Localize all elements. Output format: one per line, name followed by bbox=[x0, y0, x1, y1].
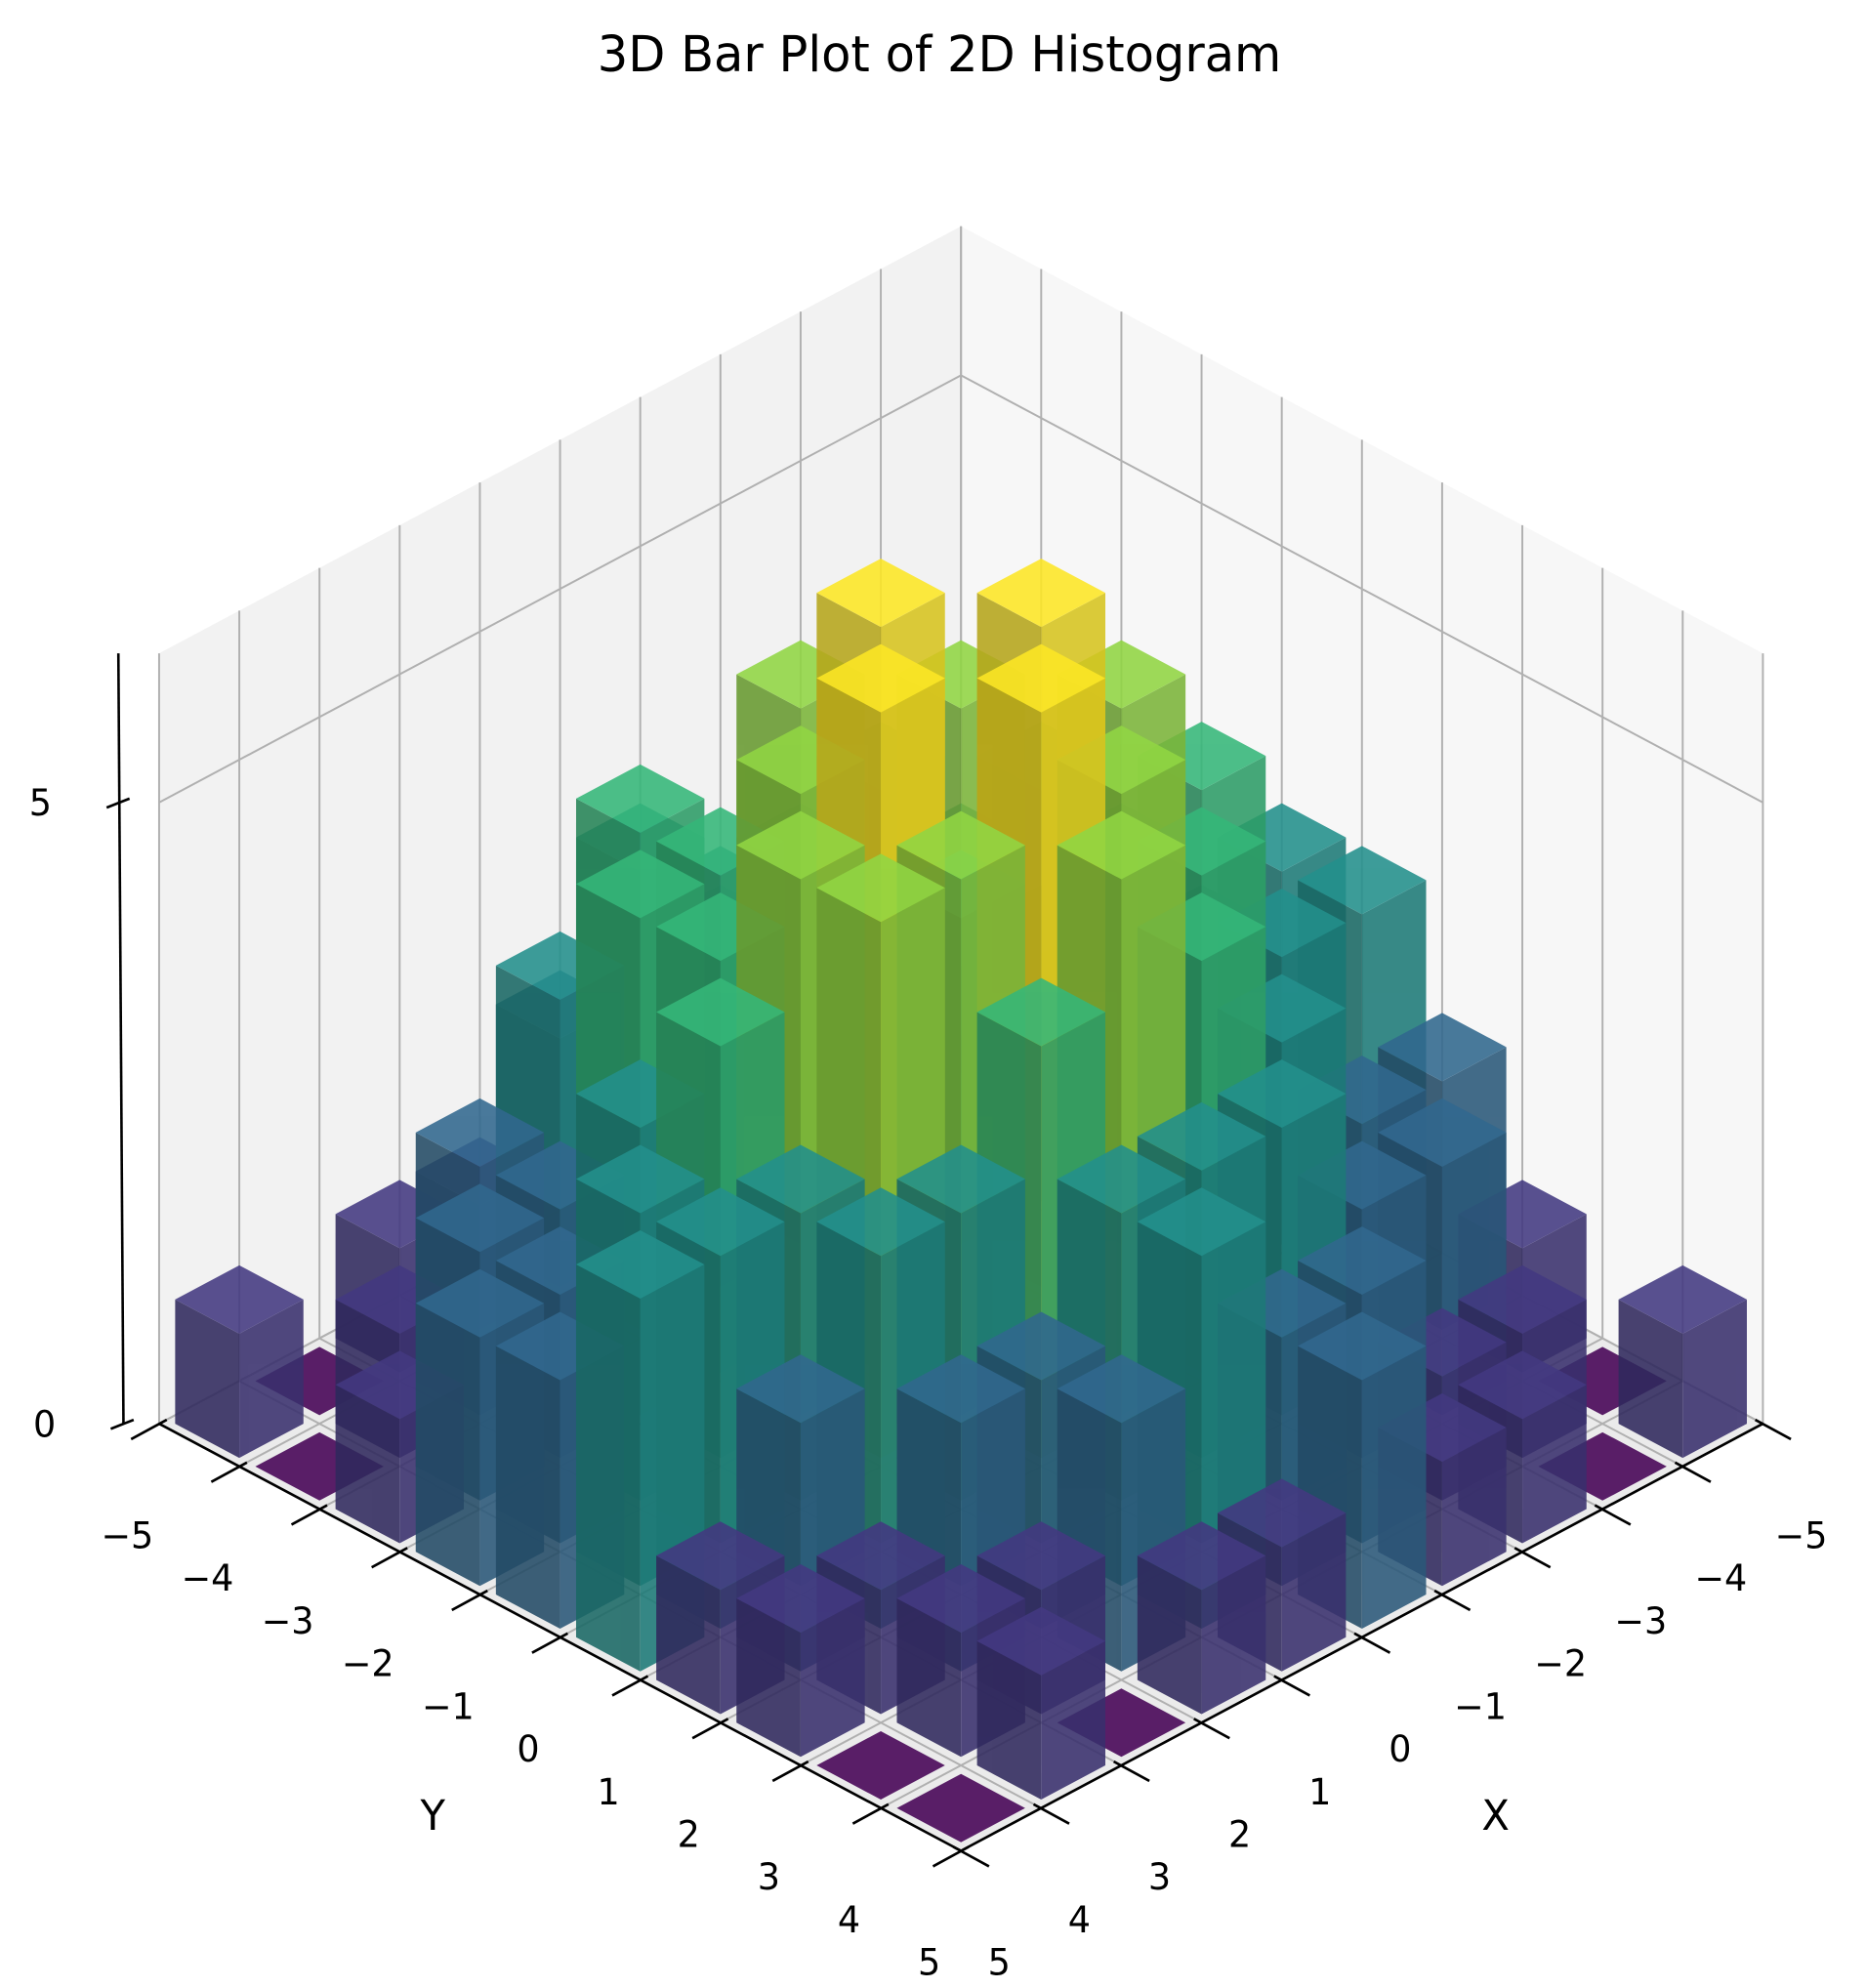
z-axis-line bbox=[116, 653, 125, 1425]
bar-top bbox=[816, 643, 945, 713]
y-tick-label: −1 bbox=[422, 1685, 475, 1727]
bar-face bbox=[736, 1598, 801, 1758]
y-tick bbox=[290, 1504, 328, 1526]
bar-top bbox=[656, 977, 785, 1047]
bar bbox=[175, 1264, 304, 1459]
y-tick-label: 3 bbox=[758, 1856, 780, 1898]
x-tick-label: 3 bbox=[1148, 1856, 1171, 1898]
bar-face bbox=[1201, 1555, 1266, 1715]
chart-title: 3D Bar Plot of 2D Histogram bbox=[598, 26, 1282, 83]
bar-face bbox=[896, 1598, 962, 1758]
bar-face bbox=[175, 1299, 240, 1459]
y-tick bbox=[771, 1760, 809, 1783]
z-tick-label: 0 bbox=[33, 1403, 56, 1445]
y-tick bbox=[451, 1589, 488, 1612]
x-tick bbox=[1193, 1718, 1230, 1740]
x-tick bbox=[1754, 1418, 1792, 1441]
y-tick-label: 0 bbox=[517, 1728, 539, 1770]
x-tick bbox=[1273, 1675, 1310, 1697]
grid-line bbox=[960, 374, 1763, 804]
bar-top bbox=[575, 764, 705, 833]
x-axis-label: X bbox=[1481, 1792, 1510, 1840]
bar-top bbox=[976, 559, 1106, 628]
bar-face bbox=[575, 1264, 641, 1672]
y-tick bbox=[130, 1418, 168, 1441]
bars bbox=[175, 559, 1747, 1843]
x-tick-label: −3 bbox=[1614, 1600, 1667, 1642]
x-tick bbox=[952, 1845, 990, 1868]
bar-face bbox=[335, 1385, 400, 1544]
bar bbox=[976, 1606, 1106, 1801]
bar-top bbox=[816, 853, 945, 923]
y-tick bbox=[932, 1845, 970, 1868]
bar-top bbox=[976, 643, 1106, 713]
bar-face bbox=[239, 1299, 304, 1459]
x-tick-label: 5 bbox=[988, 1941, 1011, 1983]
y-tick-label: −5 bbox=[101, 1514, 153, 1556]
x-tick-label: −5 bbox=[1775, 1514, 1828, 1556]
z-tick-label: 5 bbox=[29, 782, 52, 824]
x-tick bbox=[1433, 1589, 1472, 1612]
bar-face bbox=[1281, 1512, 1347, 1672]
x-tick bbox=[1032, 1802, 1070, 1825]
y-tick-label: 5 bbox=[918, 1941, 940, 1983]
x-tick-label: −4 bbox=[1694, 1557, 1747, 1599]
x-tick-label: 4 bbox=[1068, 1899, 1091, 1941]
bar-face bbox=[656, 1555, 721, 1715]
y-tick bbox=[371, 1547, 408, 1569]
bar bbox=[1618, 1264, 1747, 1459]
x-tick-label: −1 bbox=[1454, 1685, 1507, 1727]
x-tick bbox=[1594, 1504, 1632, 1526]
x-tick-label: 0 bbox=[1389, 1728, 1411, 1770]
bar-face bbox=[1618, 1299, 1683, 1459]
bar bbox=[1137, 1521, 1266, 1715]
bar-top bbox=[816, 559, 945, 628]
grid-line bbox=[158, 374, 962, 804]
axes: −5 −4 −3 −2 −1 0 1 2 3 4 5 −5 −4 −3 −2 −1 0 1 2 3 4 5 0 5 bbox=[29, 653, 1828, 1984]
y-tick bbox=[611, 1675, 649, 1697]
y-tick-label: −4 bbox=[182, 1557, 234, 1599]
bar-top bbox=[896, 810, 1025, 880]
y-tick-label: −3 bbox=[262, 1600, 314, 1642]
y-axis-label: Y bbox=[419, 1792, 445, 1840]
bar-face bbox=[1441, 1428, 1507, 1587]
bar-face bbox=[1137, 1555, 1202, 1715]
bar-face bbox=[1522, 1385, 1587, 1544]
y-tick-label: 1 bbox=[597, 1770, 619, 1812]
x-tick bbox=[1112, 1760, 1150, 1783]
x-tick-label: 2 bbox=[1228, 1813, 1251, 1855]
bar-top bbox=[976, 977, 1106, 1047]
z-tick bbox=[109, 1418, 135, 1430]
bar-face bbox=[1041, 1640, 1106, 1801]
y-tick-label: 2 bbox=[678, 1813, 700, 1855]
y-tick bbox=[210, 1461, 248, 1483]
x-tick bbox=[1514, 1547, 1552, 1569]
bar-face bbox=[415, 1303, 480, 1587]
bar-face bbox=[800, 1598, 865, 1758]
x-tick-label: −2 bbox=[1534, 1642, 1587, 1684]
bar-top bbox=[575, 849, 705, 919]
bar-top bbox=[736, 810, 865, 880]
y-tick bbox=[531, 1632, 568, 1654]
bar-face bbox=[976, 1640, 1042, 1801]
y-tick-label: −2 bbox=[342, 1642, 394, 1684]
bar bbox=[736, 1564, 865, 1758]
bar-face bbox=[495, 1346, 560, 1630]
bar-face bbox=[1361, 1346, 1427, 1630]
x-tick bbox=[1353, 1632, 1391, 1654]
bar-face bbox=[1682, 1299, 1747, 1459]
x-tick-label: 1 bbox=[1308, 1770, 1331, 1812]
y-tick bbox=[851, 1802, 890, 1825]
y-tick bbox=[691, 1718, 729, 1740]
z-tick bbox=[105, 797, 131, 809]
x-tick bbox=[1674, 1461, 1712, 1483]
y-tick-label: 4 bbox=[838, 1899, 860, 1941]
